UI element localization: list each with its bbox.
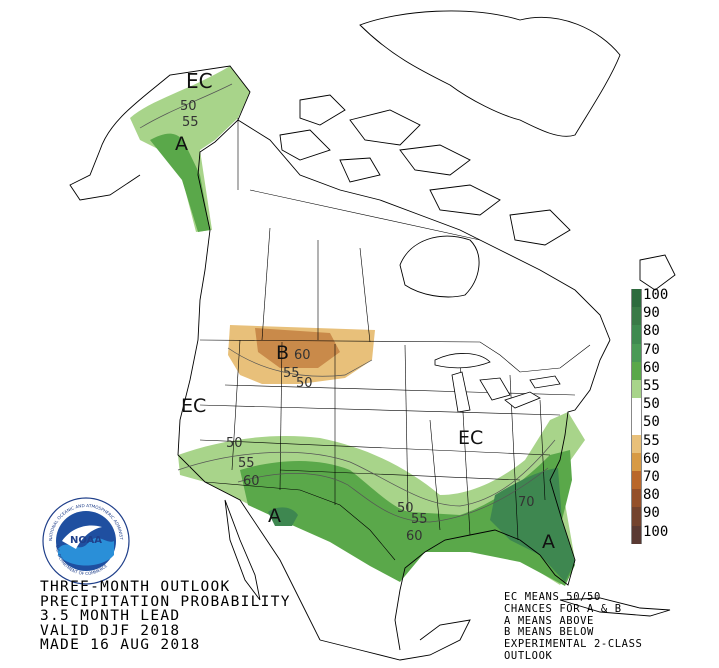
legend-label: 90	[643, 505, 660, 522]
contour-label-sw-60: 60	[243, 474, 260, 489]
legend-swatch	[631, 343, 642, 362]
note-line-2: CHANCES FOR A & B	[504, 602, 622, 615]
legend-swatch	[631, 361, 642, 380]
note-line-5: EXPERIMENTAL 2-CLASS	[504, 638, 643, 651]
legend-swatch	[631, 434, 642, 453]
legend-label: 55	[643, 378, 660, 394]
legend-swatch	[631, 507, 642, 526]
contour-label-north-60: 60	[294, 348, 311, 363]
legend-label: 55	[643, 432, 660, 449]
legend-label: 60	[643, 359, 660, 376]
contour-label-sw-50: 50	[226, 436, 243, 451]
note-line-1: EC MEANS 50/50	[504, 591, 601, 603]
title-line-5: MADE 16 AUG 2018	[40, 637, 201, 653]
ec-alaska-label: EC	[186, 69, 213, 93]
noaa-logo: NOAA NATIONAL OCEANIC AND ATMOSPHERIC AD…	[42, 497, 130, 585]
ec-east-label: EC	[458, 427, 483, 449]
notes-block: EC MEANS 50/50 CHANCES FOR A & B A MEANS…	[504, 591, 643, 663]
legend-label: 50	[643, 414, 660, 431]
legend-label: 50	[643, 396, 660, 413]
contour-label-ak-50: 50	[180, 99, 197, 114]
legend-label: 60	[643, 450, 660, 467]
a-alaska-label: A	[175, 133, 188, 155]
legend-label: 100	[643, 287, 669, 303]
legend-swatch	[631, 452, 642, 471]
coastlines	[69, 10, 676, 661]
b-north-label: B	[276, 342, 289, 364]
southwest-above-70-region	[268, 507, 298, 526]
legend-swatch	[631, 471, 642, 490]
legend-swatch	[631, 325, 642, 344]
ec-west-label: EC	[181, 395, 206, 417]
legend-swatch	[631, 307, 642, 326]
legend-swatch	[631, 398, 642, 417]
contour-label-sw-55: 55	[238, 456, 255, 471]
legend-swatch	[631, 416, 642, 435]
legend-label: 80	[643, 323, 660, 340]
great-lakes	[434, 353, 561, 413]
contour-label-gulf-60: 60	[406, 529, 423, 544]
title-block: THREE-MONTH OUTLOOK PRECIPITATION PROBAB…	[40, 580, 291, 653]
southeast-above-70-region	[490, 468, 575, 582]
legend-swatch	[631, 380, 642, 399]
contour-label-gulf-55: 55	[411, 512, 428, 527]
north-below-60-region	[255, 328, 340, 368]
title-line-4: VALID DJF 2018	[40, 622, 181, 639]
contour-label-north-50: 50	[296, 376, 313, 391]
contour-label-north-55: 55	[283, 366, 300, 381]
legend-label: 70	[643, 341, 660, 358]
a-southeast-label: A	[542, 531, 555, 553]
legend-label: 90	[643, 305, 660, 322]
south-above-60-region	[240, 450, 575, 586]
note-line-3: A MEANS ABOVE	[504, 614, 594, 627]
alaska-above-55-region	[130, 66, 250, 232]
noaa-logo-text: NOAA	[70, 535, 102, 546]
title-line-2: PRECIPITATION PROBABILITY	[40, 593, 291, 610]
note-line-6: OUTLOOK	[504, 649, 553, 662]
contour-label-se-70: 70	[518, 495, 535, 510]
legend-label: 100	[643, 523, 669, 540]
contour-lines	[139, 83, 556, 523]
alaska-above-60-region	[150, 133, 210, 232]
legend-label: 70	[643, 469, 660, 485]
legend-swatch	[631, 525, 642, 544]
note-line-4: B MEANS BELOW	[504, 626, 594, 639]
contour-label-ak-55: 55	[182, 115, 199, 130]
a-southwest-label: A	[268, 505, 281, 527]
title-line-3: 3.5 MONTH LEAD	[40, 608, 181, 624]
legend-swatch	[631, 489, 642, 508]
legend-label: 80	[643, 487, 660, 504]
borders	[199, 118, 591, 561]
legend-swatch	[631, 289, 642, 308]
title-line-1: THREE-MONTH OUTLOOK	[40, 579, 231, 595]
contour-label-gulf-50: 50	[397, 501, 414, 516]
